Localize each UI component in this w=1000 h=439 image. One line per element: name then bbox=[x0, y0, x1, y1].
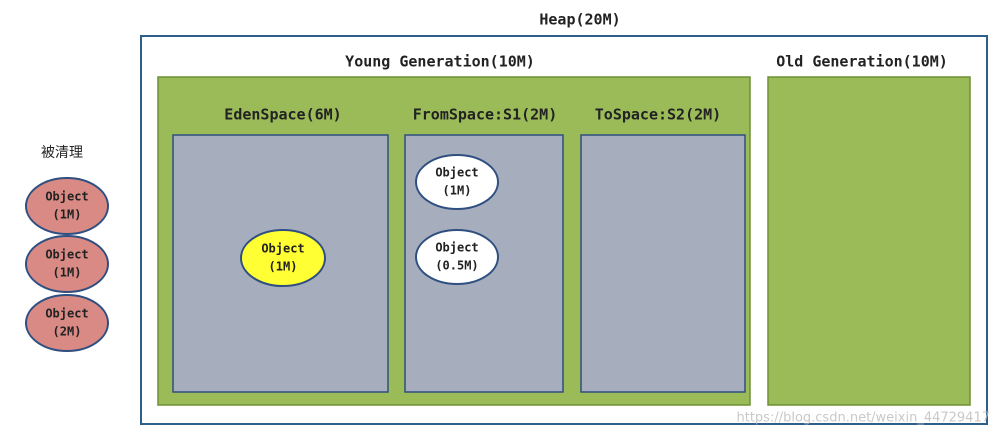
watermark: https://blog.csdn.net/weixin_44729417 bbox=[736, 411, 990, 426]
object: Object (1M) bbox=[415, 154, 499, 210]
to-box bbox=[580, 134, 746, 393]
object-name: Object bbox=[435, 241, 478, 255]
object-size: (1M) bbox=[443, 184, 472, 198]
old-title: Old Generation(10M) bbox=[776, 53, 948, 71]
object-name: Object bbox=[261, 242, 304, 256]
object-name: Object bbox=[45, 307, 88, 321]
object: Object (1M) bbox=[240, 229, 326, 287]
object-size: (1M) bbox=[53, 266, 82, 280]
object-size: (1M) bbox=[269, 260, 298, 274]
space-title: ToSpace:S2(2M) bbox=[595, 106, 721, 124]
object-name: Object bbox=[45, 248, 88, 262]
object: Object (2M) bbox=[25, 294, 109, 352]
space-title: FromSpace:S1(2M) bbox=[413, 106, 558, 124]
young-title: Young Generation(10M) bbox=[345, 53, 535, 71]
object: Object (1M) bbox=[25, 235, 109, 293]
object-name: Object bbox=[435, 166, 478, 180]
object-size: (2M) bbox=[53, 325, 82, 339]
cleared-title: 被清理 bbox=[41, 145, 83, 161]
object-size: (1M) bbox=[53, 208, 82, 222]
heap-title: Heap(20M) bbox=[539, 11, 620, 29]
object-name: Object bbox=[45, 190, 88, 204]
old-box bbox=[767, 76, 971, 406]
object: Object (1M) bbox=[25, 177, 109, 235]
object: Object (0.5M) bbox=[415, 229, 499, 285]
object-size: (0.5M) bbox=[435, 259, 478, 273]
space-title: EdenSpace(6M) bbox=[224, 106, 341, 124]
